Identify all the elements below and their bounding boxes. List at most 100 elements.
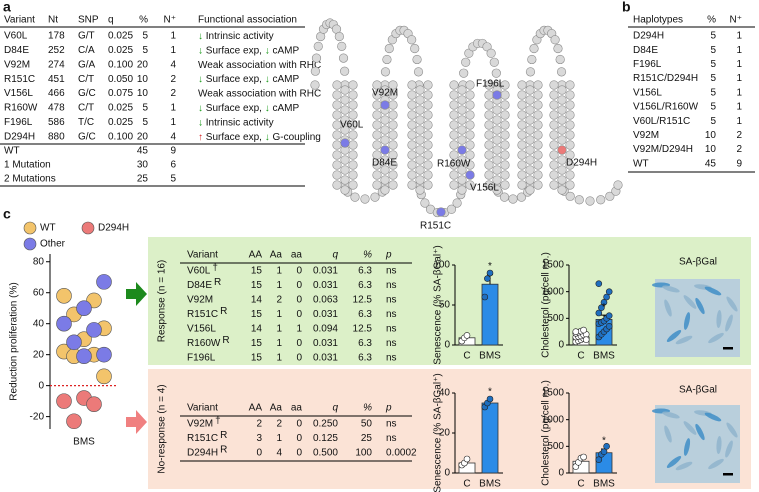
residue xyxy=(484,130,494,140)
table-cell: Weak association with RHC xyxy=(198,88,321,99)
cell xyxy=(683,438,691,456)
table-cell: 0 xyxy=(296,266,302,277)
table-header: % xyxy=(363,403,372,414)
group-label: Response (n = 16) xyxy=(157,260,168,343)
point xyxy=(605,323,613,330)
residue xyxy=(332,160,342,170)
table-cell: 1 xyxy=(296,324,302,335)
receptor-diagram xyxy=(310,18,623,218)
residue xyxy=(449,90,459,100)
table-cell: 0 xyxy=(296,419,302,430)
legend-label: D294H xyxy=(98,223,129,234)
residue xyxy=(407,140,417,150)
residue xyxy=(415,165,425,175)
residue xyxy=(332,110,342,120)
residue xyxy=(340,165,350,175)
table-cell: R151C xyxy=(187,309,218,320)
cell xyxy=(725,314,733,332)
residue xyxy=(525,145,535,155)
residue xyxy=(310,80,320,90)
table-cell: 178 xyxy=(48,31,65,42)
residue xyxy=(449,160,459,170)
residue xyxy=(340,85,350,95)
residue xyxy=(407,120,417,130)
point xyxy=(484,275,491,282)
residue xyxy=(549,90,559,100)
residue xyxy=(313,41,323,51)
variant-mark: R xyxy=(214,277,221,288)
residue xyxy=(415,105,425,115)
variant-mark: R xyxy=(220,430,227,441)
table-header: aa xyxy=(291,403,303,414)
residue xyxy=(380,175,390,185)
table-cell: WT xyxy=(633,158,649,169)
residue xyxy=(517,140,527,150)
residue xyxy=(596,195,606,205)
residue xyxy=(565,140,575,150)
table-cell: 0.050 xyxy=(108,74,133,85)
residue xyxy=(311,53,322,63)
residue xyxy=(415,155,425,165)
table-cell: 14 xyxy=(251,324,263,335)
significance: * xyxy=(488,261,492,272)
residue xyxy=(380,155,390,165)
table-cell: WT xyxy=(4,146,20,157)
residue xyxy=(525,105,535,115)
residue xyxy=(380,165,390,175)
residue xyxy=(457,155,467,165)
residue xyxy=(457,145,467,155)
residue xyxy=(492,175,502,185)
residue xyxy=(556,67,567,77)
residue xyxy=(340,175,350,185)
table-cell: 0.250 xyxy=(313,419,338,430)
table-cell: 0.094 xyxy=(313,324,338,335)
table-cell: 2 xyxy=(256,419,262,430)
residue xyxy=(527,54,537,65)
cell xyxy=(725,440,733,458)
residue xyxy=(549,100,559,110)
point xyxy=(580,326,587,334)
residue xyxy=(380,100,390,110)
residue xyxy=(517,100,527,110)
table-cell: 5 xyxy=(710,87,716,98)
table-cell: V92M xyxy=(187,419,213,430)
cell xyxy=(726,422,738,438)
table-cell: 0 xyxy=(296,295,302,306)
residue xyxy=(407,100,417,110)
table-cell: 4 xyxy=(170,59,176,70)
cell xyxy=(704,286,722,296)
residue xyxy=(565,170,575,180)
cell xyxy=(675,335,693,345)
cell xyxy=(666,330,682,342)
table-cell: 0.025 xyxy=(108,117,133,128)
residue xyxy=(332,180,342,190)
cell xyxy=(683,312,691,330)
residue xyxy=(332,150,342,160)
residue xyxy=(372,130,382,140)
table-cell: 0.0002 xyxy=(386,448,417,459)
residue xyxy=(423,120,433,130)
cell xyxy=(704,412,722,422)
point xyxy=(56,393,72,409)
residue xyxy=(423,170,433,180)
table-cell: 2 xyxy=(276,295,282,306)
residue xyxy=(332,80,342,90)
residue xyxy=(500,120,510,130)
residue xyxy=(415,175,425,185)
table-header: % xyxy=(139,15,148,26)
residue xyxy=(372,180,382,190)
table-cell: 6.3 xyxy=(358,353,372,364)
table-cell: 1 Mutation xyxy=(4,160,51,171)
y-tick-label: 1500 xyxy=(542,260,565,271)
point xyxy=(56,288,72,304)
residue xyxy=(517,130,527,140)
residue xyxy=(457,125,467,135)
table-cell: 6.3 xyxy=(358,280,372,291)
cell xyxy=(666,456,682,468)
table-cell: 880 xyxy=(48,131,65,142)
residue xyxy=(549,140,559,150)
residue xyxy=(549,180,559,190)
residue xyxy=(484,140,494,150)
panel-label: a xyxy=(3,0,11,15)
residue xyxy=(380,85,390,95)
